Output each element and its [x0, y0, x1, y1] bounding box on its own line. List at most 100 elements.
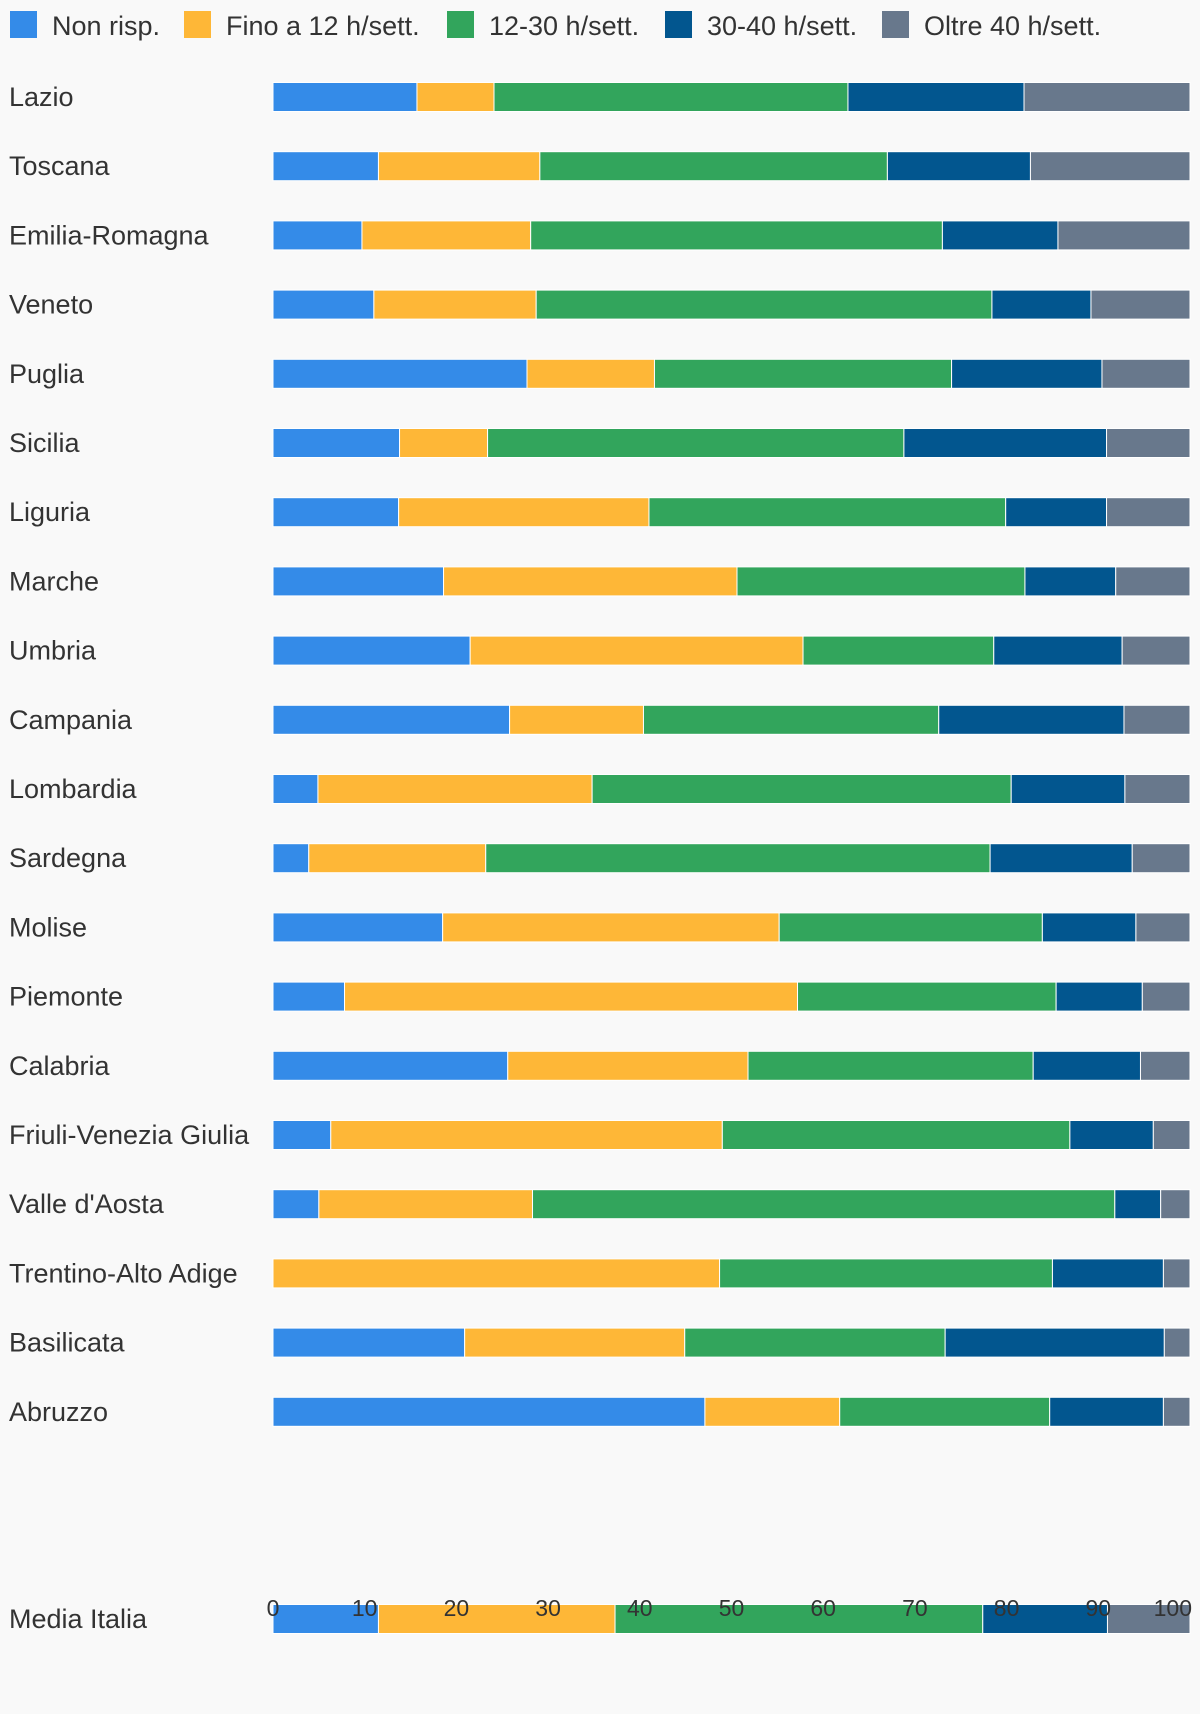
category-label: Trentino-Alto Adige: [9, 1258, 238, 1288]
bar-row: [272, 151, 1191, 182]
bar-segment: [886, 151, 1031, 182]
bar-segment: [778, 912, 1043, 943]
category-label: Abruzzo: [9, 1397, 108, 1427]
x-tick-label: 90: [1086, 1595, 1112, 1621]
bar-segment: [1131, 843, 1191, 874]
x-tick-label: 30: [535, 1595, 561, 1621]
bar-segment: [272, 1258, 721, 1289]
bar-segment: [1114, 1189, 1162, 1220]
bar-segment: [377, 151, 541, 182]
category-labels: Lazio Toscana Emilia-Romagna Veneto Puglia Si…: [9, 82, 250, 1634]
bar-segment: [1023, 82, 1191, 112]
bar-row: [272, 566, 1191, 597]
bar-segment: [443, 566, 738, 597]
category-label: Media Italia: [9, 1604, 148, 1634]
bar-segment: [272, 1604, 379, 1634]
bar-segment: [272, 1396, 706, 1427]
bar-segment: [272, 1120, 332, 1150]
bar-segment: [272, 635, 471, 666]
legend-label: Non risp.: [52, 11, 160, 41]
bar-segment: [272, 1050, 509, 1081]
bar-segment: [507, 1050, 749, 1081]
bar-segment: [1010, 774, 1126, 804]
bar-row: [272, 1258, 1191, 1289]
bar-row: [272, 774, 1191, 804]
bar-segment: [317, 774, 593, 804]
bar-segment: [1041, 912, 1137, 943]
bar-segment: [802, 635, 995, 666]
bar-segment: [344, 981, 799, 1012]
bar-segment: [1139, 1050, 1191, 1081]
bar-row: [272, 1189, 1191, 1220]
legend-swatch: [665, 11, 692, 38]
legend-label: Fino a 12 h/sett.: [226, 11, 420, 41]
bar-segment: [1055, 981, 1143, 1012]
bar-segment: [539, 151, 888, 182]
bar-segment: [272, 289, 375, 320]
bar-segment: [648, 497, 1007, 528]
bar-segment: [993, 635, 1123, 666]
x-tick-label: 100: [1154, 1595, 1192, 1621]
bar-segment: [1090, 289, 1191, 320]
bar-segment: [1124, 774, 1191, 804]
bar-segment: [272, 497, 400, 528]
bar-segment: [1057, 220, 1191, 251]
bar-segment: [373, 289, 537, 320]
bar-segment: [1024, 566, 1117, 597]
bar-segment: [330, 1120, 723, 1150]
bar-segment: [530, 220, 943, 251]
bar-segment: [272, 704, 511, 735]
bar-segment: [1051, 1258, 1164, 1289]
bar-segment: [532, 1189, 1116, 1220]
bar-segment: [684, 1327, 946, 1358]
bar-segment: [509, 704, 644, 735]
bar-row: [272, 1050, 1191, 1081]
legend-swatch: [184, 11, 211, 38]
bar-segment: [361, 220, 532, 251]
bar-row: [272, 1604, 1191, 1634]
legend-label: 12-30 h/sett.: [489, 11, 639, 41]
bar-segment: [1005, 497, 1108, 528]
bar-segment: [1115, 566, 1191, 597]
bar-segment: [797, 981, 1057, 1012]
bar-segment: [535, 289, 993, 320]
bar-segment: [272, 358, 528, 389]
bar-segment: [704, 1396, 841, 1427]
legend-label: 30-40 h/sett.: [707, 11, 857, 41]
bar-segment: [951, 358, 1103, 389]
bar-row: [272, 82, 1191, 112]
bar-segment: [272, 566, 445, 597]
bar-segment: [839, 1396, 1051, 1427]
bar-segment: [1101, 358, 1191, 389]
x-axis: 0 10 20 30 40 50 60 70 80 90 100: [267, 1595, 1192, 1621]
legend-swatch: [882, 11, 909, 38]
bar-segment: [847, 82, 1025, 112]
bar-segment: [1160, 1189, 1191, 1220]
bar-segment: [944, 1327, 1165, 1358]
legend: Non risp. Fino a 12 h/sett. 12-30 h/sett. 3…: [10, 11, 1101, 41]
bar-segment: [272, 1327, 466, 1358]
category-label: Campania: [9, 705, 133, 735]
category-label: Sicilia: [9, 428, 81, 458]
bar-segment: [1121, 635, 1191, 666]
bar-row: [272, 912, 1191, 943]
bar-row: [272, 358, 1191, 389]
bar-row: [272, 1327, 1191, 1358]
bar-segment: [272, 912, 444, 943]
bar-row: [272, 704, 1191, 735]
bar-segment: [526, 358, 655, 389]
bar-segment: [442, 912, 780, 943]
bar-segment: [1069, 1120, 1154, 1150]
x-tick-label: 20: [444, 1595, 470, 1621]
category-label: Lazio: [9, 82, 74, 112]
x-tick-label: 0: [267, 1595, 280, 1621]
bar-row: [272, 843, 1191, 874]
bar-segment: [991, 289, 1092, 320]
plot-area: [272, 82, 1191, 1634]
bar-segment: [614, 1604, 984, 1634]
bar-segment: [653, 358, 953, 389]
category-label: Basilicata: [9, 1328, 126, 1358]
bar-segment: [272, 981, 346, 1012]
